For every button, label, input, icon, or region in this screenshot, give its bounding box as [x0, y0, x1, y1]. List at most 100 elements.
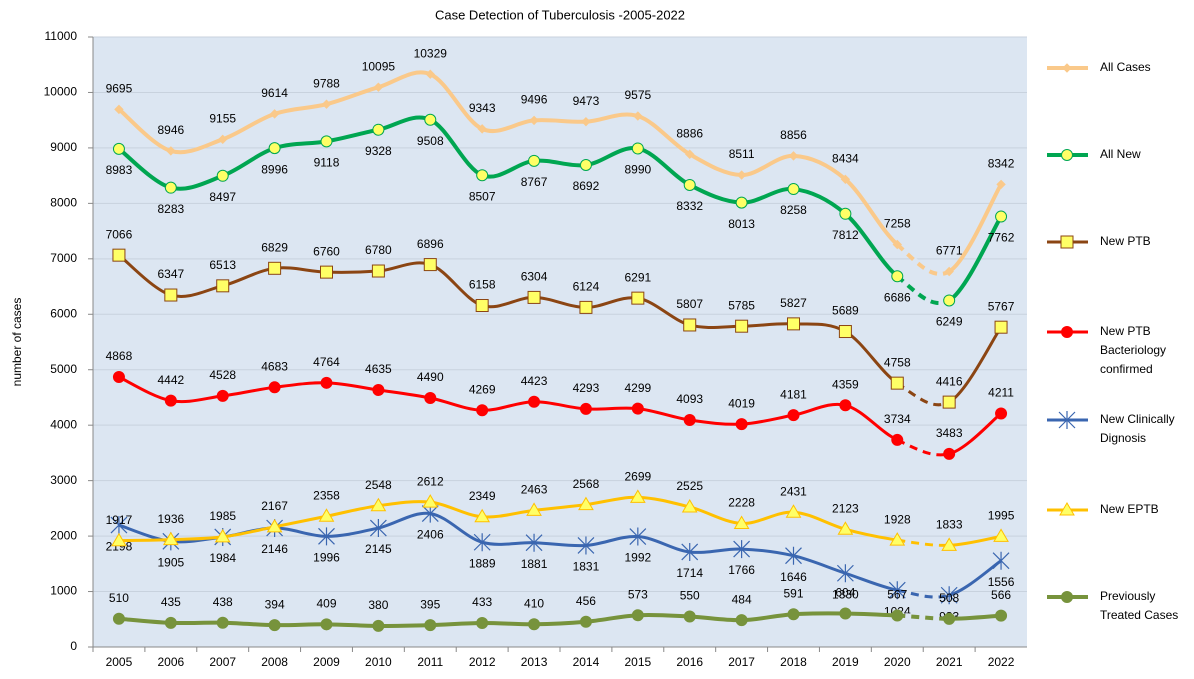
data-label: 8886 [676, 126, 703, 140]
marker [996, 179, 1006, 190]
data-label: 484 [732, 592, 752, 606]
data-label: 8258 [780, 203, 807, 217]
data-label: 8856 [780, 128, 807, 142]
marker [528, 154, 541, 167]
data-label: 9508 [417, 134, 444, 148]
data-label: 3483 [936, 426, 963, 440]
marker [320, 618, 333, 631]
marker [944, 266, 954, 277]
marker [371, 264, 385, 278]
data-label: 2167 [261, 499, 288, 513]
marker [579, 158, 592, 171]
data-label: 2525 [676, 479, 703, 493]
marker [529, 115, 539, 126]
legend-item: New PTB [1100, 234, 1151, 248]
marker [318, 508, 335, 522]
legend-label: Previously Treated Cases [1100, 589, 1179, 622]
data-label: 591 [783, 586, 803, 600]
data-label: 6347 [157, 267, 184, 281]
marker [373, 82, 384, 92]
data-label: 6686 [884, 290, 911, 304]
legend-item: New EPTB [1100, 502, 1159, 516]
x-tick-label: 2009 [313, 655, 340, 669]
marker [941, 537, 958, 551]
data-label: 4683 [261, 359, 288, 373]
marker [840, 174, 851, 185]
marker [733, 515, 750, 529]
marker [995, 407, 1008, 420]
data-label: 5807 [676, 297, 703, 311]
marker [112, 612, 125, 625]
marker [476, 616, 489, 629]
marker [1061, 591, 1073, 603]
data-label: 6158 [469, 278, 496, 292]
marker [423, 258, 437, 272]
marker [788, 151, 799, 161]
marker [631, 609, 644, 622]
data-label: 409 [316, 596, 336, 610]
marker [320, 265, 333, 279]
marker [268, 381, 281, 394]
x-tick-label: 2013 [521, 655, 548, 669]
marker [683, 178, 696, 191]
marker [995, 210, 1008, 223]
marker [943, 447, 956, 460]
marker [1060, 235, 1074, 249]
marker [164, 181, 177, 194]
x-tick-label: 2014 [573, 655, 600, 669]
y-axis-label: number of cases [10, 298, 24, 387]
x-tick-label: 2015 [624, 655, 651, 669]
marker [110, 516, 128, 535]
legend-item: New PTB Bacteriology confirmed [1100, 324, 1166, 376]
data-label: 1330 [832, 587, 859, 601]
data-label: 1996 [313, 550, 340, 564]
legend-label: All New [1100, 147, 1141, 161]
data-label: 9473 [573, 94, 600, 108]
data-label: 9496 [521, 93, 548, 107]
chart-title: Case Detection of Tuberculosis -2005-202… [435, 7, 685, 22]
marker [629, 527, 647, 546]
x-tick-label: 2010 [365, 655, 392, 669]
data-label: 2123 [832, 501, 859, 515]
data-label: 4359 [832, 377, 859, 391]
x-tick-label: 2005 [106, 655, 133, 669]
marker [891, 609, 904, 622]
data-label: 2612 [417, 474, 444, 488]
marker [839, 399, 852, 412]
data-label: 9788 [313, 76, 340, 90]
marker [839, 607, 852, 620]
marker [992, 551, 1010, 570]
data-label: 4764 [313, 355, 340, 369]
data-label: 510 [109, 591, 129, 605]
marker [633, 111, 643, 121]
marker [891, 433, 904, 446]
data-label: 2146 [261, 542, 288, 556]
marker [528, 395, 541, 408]
marker [477, 124, 487, 134]
marker [631, 291, 645, 305]
data-label: 1905 [157, 556, 184, 570]
data-label: 567 [887, 588, 907, 602]
marker [474, 508, 491, 523]
marker [787, 608, 800, 621]
marker [735, 614, 748, 627]
marker [891, 270, 904, 283]
data-label: 1917 [106, 513, 133, 527]
data-label: 1889 [469, 556, 496, 570]
data-label: 438 [213, 595, 233, 609]
data-label: 8767 [521, 175, 548, 189]
x-tick-label: 2006 [157, 655, 184, 669]
data-label: 4635 [365, 362, 392, 376]
data-label: 8511 [729, 147, 755, 161]
data-label: 4299 [624, 381, 651, 395]
marker [683, 610, 696, 623]
data-label: 395 [420, 597, 440, 611]
data-label: 604 [835, 586, 855, 600]
marker [475, 299, 489, 313]
data-label: 2406 [417, 528, 444, 542]
marker [528, 618, 541, 631]
marker [218, 134, 228, 145]
data-label: 1985 [209, 509, 236, 523]
data-label: 10095 [362, 59, 396, 73]
